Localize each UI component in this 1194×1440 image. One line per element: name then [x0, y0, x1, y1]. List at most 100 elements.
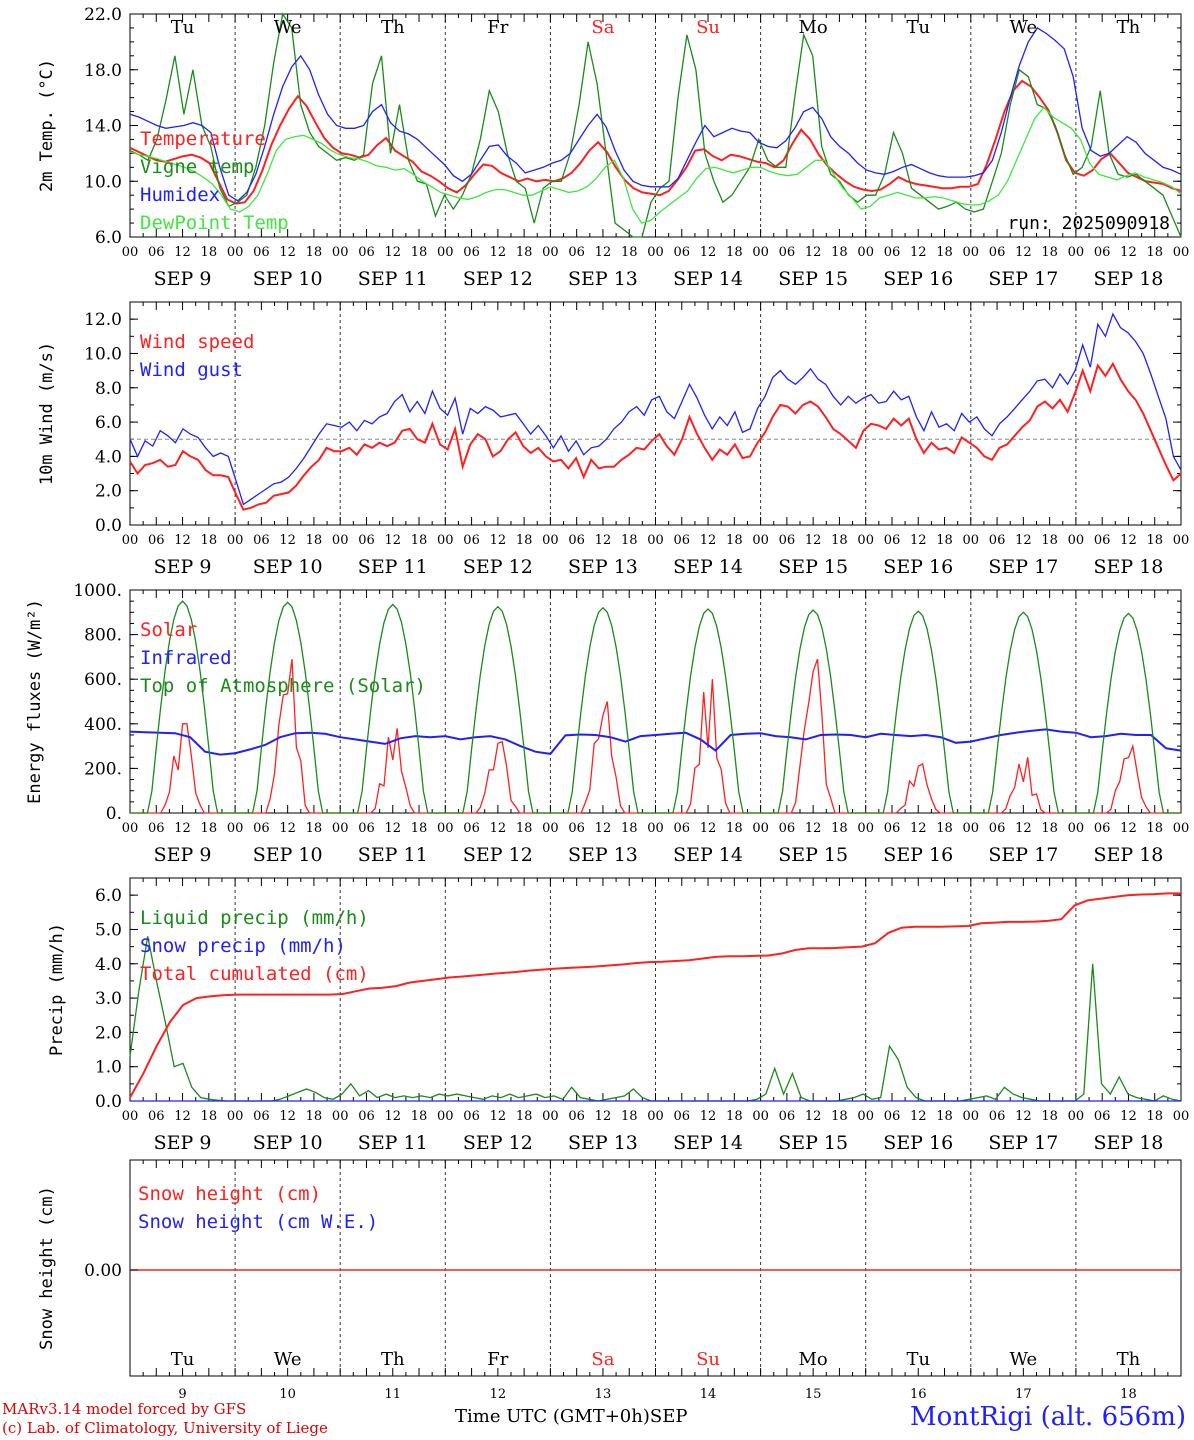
date-label: SEP 16 [883, 268, 953, 290]
date-label: SEP 14 [673, 556, 743, 578]
day-number-label: 11 [384, 1387, 401, 1402]
hour-tick-label: 06 [989, 533, 1006, 548]
y-tick-label: 1000. [73, 581, 122, 601]
series-line-humidex [129, 27, 1182, 202]
hour-tick-label: 06 [779, 821, 796, 836]
hour-tick-label: 00 [752, 533, 769, 548]
hour-tick-label: 12 [595, 1109, 612, 1124]
hour-tick-label: 06 [358, 821, 375, 836]
series-line-wind-gust [129, 312, 1182, 506]
hour-tick-label: 18 [1041, 245, 1058, 260]
hour-tick-label: 00 [122, 245, 139, 260]
hour-tick-label: 18 [201, 245, 218, 260]
hour-tick-label: 06 [779, 1109, 796, 1124]
date-label: SEP 14 [673, 1132, 743, 1154]
hour-tick-label: 06 [989, 821, 1006, 836]
y-tick-label: 600. [84, 670, 122, 690]
hour-tick-label: 12 [910, 1109, 927, 1124]
hour-tick-label: 12 [910, 245, 927, 260]
day-label: Mo [799, 1349, 828, 1370]
date-label: SEP 9 [154, 844, 212, 866]
hour-tick-label: 06 [1094, 533, 1111, 548]
time-axis-caption: Time UTC (GMT+0h)SEP [455, 1406, 687, 1427]
hour-tick-label: 12 [279, 245, 296, 260]
day-number-label: 9 [178, 1387, 186, 1402]
hour-tick-label: 18 [1146, 245, 1163, 260]
legend-entry: Temperature [140, 128, 266, 150]
series-line-total-cumulated-cm- [129, 892, 1181, 1099]
y-tick-label: 1.0 [95, 1058, 122, 1078]
date-label: SEP 18 [1094, 268, 1164, 290]
credit-line-1: MARv3.14 model forced by GFS [2, 1400, 247, 1418]
y-tick-label: 10.0 [84, 172, 122, 192]
date-label: SEP 14 [673, 844, 743, 866]
hour-tick-label: 00 [227, 821, 244, 836]
time-label: Time UTC (GMT+0h) [455, 1406, 650, 1427]
hour-tick-label: 00 [1173, 245, 1190, 260]
hour-tick-label: 12 [700, 1109, 717, 1124]
y-tick-label: 2.0 [95, 1023, 122, 1043]
hour-tick-label: 00 [857, 821, 874, 836]
hour-tick-label: 06 [989, 1109, 1006, 1124]
date-label: SEP 11 [358, 1132, 428, 1154]
legend-entry: Snow height (cm W.E.) [138, 1211, 378, 1233]
hour-tick-label: 06 [674, 1109, 691, 1124]
hour-tick-label: 00 [752, 821, 769, 836]
day-label: Fr [487, 1349, 508, 1370]
date-label: SEP 11 [358, 844, 428, 866]
hour-tick-label: 12 [384, 245, 401, 260]
hour-tick-label: 06 [779, 245, 796, 260]
date-label: SEP 18 [1094, 556, 1164, 578]
y-tick-label: 0. [106, 804, 122, 824]
date-label: SEP 15 [778, 844, 848, 866]
y-tick-label: 0.00 [84, 1261, 122, 1281]
day-label: Th [1117, 1349, 1141, 1370]
hour-tick-label: 00 [963, 245, 980, 260]
hour-tick-label: 06 [1094, 821, 1111, 836]
date-label: SEP 12 [463, 556, 533, 578]
hour-tick-label: 00 [542, 533, 559, 548]
hour-tick-label: 06 [358, 1109, 375, 1124]
hour-tick-label: 12 [805, 821, 822, 836]
hour-tick-label: 00 [437, 245, 454, 260]
hour-tick-label: 06 [148, 533, 165, 548]
hour-tick-label: 18 [831, 245, 848, 260]
date-label: SEP 13 [568, 844, 638, 866]
hour-tick-label: 00 [227, 245, 244, 260]
date-label: SEP 11 [358, 268, 428, 290]
hour-tick-label: 00 [857, 245, 874, 260]
hour-tick-label: 18 [726, 821, 743, 836]
date-label: SEP 18 [1094, 1132, 1164, 1154]
hour-tick-label: 00 [963, 1109, 980, 1124]
day-label: We [1010, 1349, 1038, 1370]
day-label: Mo [799, 17, 828, 38]
y-tick-label: 10.0 [84, 344, 122, 364]
hour-tick-label: 00 [1068, 245, 1085, 260]
hour-tick-label: 18 [621, 821, 638, 836]
legend-entry: Snow precip (mm/h) [140, 935, 346, 957]
hour-tick-label: 18 [1041, 821, 1058, 836]
hour-tick-label: 06 [358, 245, 375, 260]
hour-tick-label: 12 [1015, 1109, 1032, 1124]
panel-temperature: 6.0 10.0 14.0 18.0 22.0 Temperature Vigne temp… [37, 5, 1189, 290]
day-number-label: 16 [910, 1387, 927, 1402]
legend-entry: Infrared [140, 647, 232, 669]
hour-tick-label: 06 [568, 821, 585, 836]
day-label: Th [381, 17, 405, 38]
day-label: Sa [591, 17, 614, 38]
y-tick-label: 5.0 [95, 920, 122, 940]
date-label: SEP 9 [154, 268, 212, 290]
day-label: Fr [487, 17, 508, 38]
y-axis-label: 10m Wind (m/s) [37, 342, 57, 485]
hour-tick-label: 18 [831, 533, 848, 548]
hour-tick-label: 06 [253, 1109, 270, 1124]
hour-tick-label: 18 [726, 533, 743, 548]
hour-tick-label: 18 [1146, 821, 1163, 836]
hour-tick-label: 00 [122, 1109, 139, 1124]
hour-tick-label: 18 [411, 533, 428, 548]
legend-entry: Snow height (cm) [138, 1183, 321, 1205]
hour-tick-label: 06 [148, 1109, 165, 1124]
legend-entry: Total cumulated (cm) [140, 963, 369, 985]
hour-tick-label: 00 [437, 533, 454, 548]
